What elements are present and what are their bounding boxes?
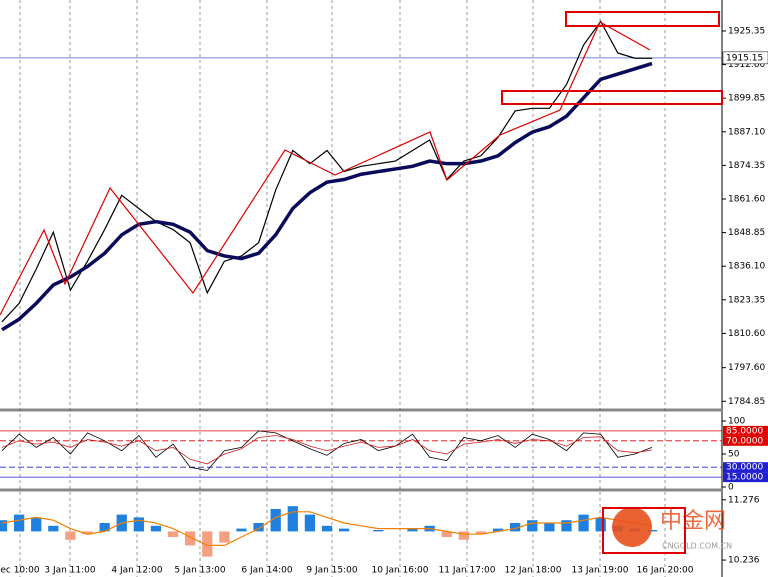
- level-label: 70.0000: [726, 436, 763, 446]
- macd-bar: [287, 506, 298, 532]
- oscillator-line: [1, 430, 653, 471]
- macd-bar: [441, 531, 452, 537]
- x-tick-label: 5 Jan 13:00: [174, 566, 226, 576]
- level-label: 85.0000: [726, 426, 763, 436]
- zigzag: [0, 11, 723, 554]
- macd-bar: [82, 531, 93, 535]
- macd-bar: [202, 531, 213, 557]
- macd-bar: [167, 531, 179, 537]
- macd-bar: [492, 528, 504, 532]
- watermark-subtitle: CNGOLD.COM.CN: [662, 542, 732, 551]
- y-tick-label: 1836.10: [728, 262, 765, 272]
- x-tick-label: 4 Jan 12:00: [111, 566, 163, 576]
- y-tick-label: 1912.60: [728, 60, 765, 70]
- price-line: [1, 61, 653, 332]
- macd-bar: [150, 525, 162, 532]
- macd-bar: [544, 523, 555, 532]
- macd-bar: [561, 520, 572, 532]
- y-tick-label: 1925.35: [728, 26, 765, 36]
- macd-bar: [338, 528, 350, 532]
- macd-bar: [0, 520, 8, 532]
- macd-bar: [458, 531, 469, 540]
- x-tick-label: 9 Jan 15:00: [306, 566, 358, 576]
- macd-bar: [321, 525, 333, 532]
- y-tick-label: 1887.10: [728, 127, 765, 137]
- price-line: [1, 20, 652, 323]
- y-tick-label: 50: [728, 450, 740, 460]
- y-tick-label: 1848.85: [728, 228, 765, 238]
- macd-bar: [595, 517, 606, 532]
- annotation-box: [565, 11, 720, 27]
- x-tick-label: 3 Jan 11:00: [44, 566, 96, 576]
- x-tick-label: 6 Jan 14:00: [241, 566, 293, 576]
- x-tick-label: 16 Jan 20:00: [637, 566, 694, 576]
- y-tick-label: 10.236: [728, 556, 760, 566]
- macd-bar: [270, 509, 281, 532]
- macd-bar: [65, 531, 76, 540]
- macd-bar: [99, 523, 110, 532]
- level-box: [723, 472, 768, 483]
- y-tick-label: 1899.85: [728, 94, 765, 104]
- annotation-box: [602, 507, 686, 554]
- current-price-box: [722, 51, 768, 65]
- macd-bar: [407, 528, 418, 532]
- y-tick-label: 0: [728, 483, 734, 493]
- level-box: [723, 425, 768, 436]
- macd-bar: [527, 520, 538, 532]
- logo: [612, 507, 652, 547]
- x-tick-label: 12 Jan 18:00: [505, 566, 562, 576]
- y-tick-label: 11.276: [728, 495, 760, 505]
- macd-bar: [373, 530, 384, 532]
- level-box: [723, 462, 768, 473]
- oscillator-line: [1, 435, 653, 465]
- macd-bar: [219, 531, 230, 543]
- macd-bar: [185, 531, 196, 546]
- macd-bar: [510, 523, 521, 532]
- plot-bg: [0, 0, 722, 577]
- level-label: 30.0000: [726, 463, 763, 473]
- y-tick-label: 1874.35: [728, 161, 765, 171]
- x-tick-label: ec 10:00: [0, 566, 40, 576]
- current-price-label: 1915.15: [726, 53, 763, 63]
- macd-bar: [48, 525, 59, 532]
- x-tick-label: 13 Jan 19:00: [572, 566, 629, 576]
- y-tick-label: 1810.60: [728, 329, 765, 339]
- y-tick-label: 100: [728, 417, 745, 427]
- annotation-box: [501, 90, 723, 105]
- macd-bar: [253, 523, 264, 532]
- macd-bar: [236, 528, 247, 532]
- macd-bar: [133, 517, 144, 532]
- macd-bar: [31, 517, 42, 532]
- macd-bar: [13, 514, 25, 532]
- level-box: [723, 435, 768, 446]
- x-tick-label: 11 Jan 17:00: [439, 566, 496, 576]
- y-tick-label: 1861.60: [728, 194, 765, 204]
- level-label: 15.0000: [726, 473, 763, 483]
- y-tick-label: 1823.35: [728, 295, 765, 305]
- macd-bar: [475, 531, 487, 535]
- macd-bar: [304, 514, 316, 532]
- signal-line: [1, 511, 653, 547]
- macd-bar: [578, 514, 589, 532]
- zigzag-line: [0, 21, 651, 316]
- x-tick-label: 10 Jan 16:00: [372, 566, 429, 576]
- watermark-title: 中金网: [660, 509, 726, 534]
- macd-bar: [646, 530, 658, 532]
- y-tick-label: 1784.85: [728, 397, 765, 407]
- y-tick-label: 1797.60: [728, 363, 765, 373]
